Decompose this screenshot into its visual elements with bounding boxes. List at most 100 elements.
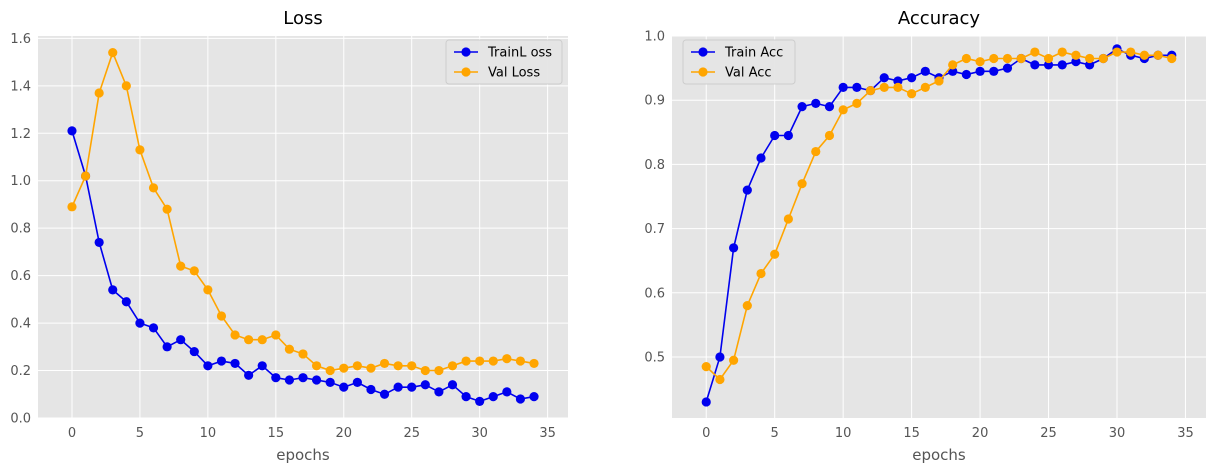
data-point <box>339 382 349 392</box>
plot-area <box>672 36 1206 418</box>
data-point <box>176 335 186 345</box>
data-point <box>1112 47 1122 57</box>
data-point <box>811 146 821 157</box>
data-point <box>80 171 91 181</box>
y-tick-label: 0.7 <box>644 222 665 237</box>
data-point <box>1139 50 1149 60</box>
data-point <box>515 394 526 404</box>
data-point <box>352 377 362 388</box>
data-point <box>729 355 739 365</box>
data-point <box>515 356 526 366</box>
x-tick-label: 30 <box>1109 426 1126 441</box>
data-point <box>1167 53 1177 64</box>
data-point <box>989 53 999 64</box>
y-tick-label: 1.2 <box>10 127 31 142</box>
data-point <box>715 374 725 385</box>
data-point <box>1030 47 1040 57</box>
legend-label: Val Loss <box>488 66 540 81</box>
data-point <box>298 373 308 383</box>
data-point <box>879 73 889 83</box>
legend-marker <box>461 47 471 57</box>
data-point <box>67 126 77 136</box>
data-point <box>339 363 349 373</box>
data-point <box>1030 60 1040 70</box>
y-tick-label: 0.8 <box>10 222 31 237</box>
data-point <box>920 82 930 92</box>
x-tick-label: 20 <box>335 426 352 441</box>
data-point <box>989 66 999 76</box>
data-point <box>1057 60 1067 70</box>
data-point <box>1085 60 1095 70</box>
chart-title: Loss <box>283 8 322 29</box>
legend-box <box>682 39 796 85</box>
x-tick-label: 10 <box>835 426 852 441</box>
x-tick-label: 35 <box>1177 426 1194 441</box>
data-point <box>434 387 444 397</box>
data-point <box>502 354 512 364</box>
data-point <box>230 330 240 340</box>
data-point <box>257 361 267 371</box>
data-point <box>1071 50 1081 60</box>
data-point <box>770 130 780 141</box>
data-point <box>447 361 458 371</box>
chart-panel-1: 0.0 0.2 0.4 0.6 0.8 1.0 1.2 1.4 1.6 0 5 10 15 20 25 30 3… <box>10 8 568 464</box>
data-point <box>325 365 335 376</box>
data-point <box>352 361 362 371</box>
data-point <box>1126 47 1136 57</box>
data-point <box>393 361 403 371</box>
x-tick-label: 5 <box>771 426 779 441</box>
x-tick-label: 0 <box>68 426 76 441</box>
data-point <box>756 268 766 279</box>
data-point <box>824 102 835 112</box>
series-2 <box>67 48 539 376</box>
legend: TrainL oss Val Loss <box>445 39 563 85</box>
data-point <box>407 361 417 371</box>
data-point <box>420 380 430 390</box>
chart-title: Accuracy <box>898 8 981 29</box>
data-point <box>838 82 848 92</box>
legend-label: TrainL oss <box>487 46 552 61</box>
data-point <box>742 185 752 195</box>
y-tick-label: 1.4 <box>10 79 31 94</box>
data-point <box>189 266 199 276</box>
y-tick-label: 0.8 <box>644 158 665 173</box>
data-point <box>715 352 725 362</box>
data-point <box>420 365 430 376</box>
data-point <box>1098 53 1108 64</box>
data-point <box>108 285 118 295</box>
data-point <box>121 81 131 91</box>
data-point <box>135 145 145 155</box>
data-point <box>852 82 862 92</box>
y-tick-label: 1.0 <box>644 30 665 45</box>
data-point <box>1043 60 1054 70</box>
data-point <box>311 361 322 371</box>
data-point <box>1085 53 1095 64</box>
data-point <box>434 365 444 376</box>
data-point <box>934 76 944 86</box>
data-point <box>108 48 118 58</box>
data-point <box>230 358 240 369</box>
data-point <box>379 389 390 399</box>
data-point <box>271 330 281 340</box>
x-axis-label: epochs <box>276 446 330 464</box>
data-point <box>203 285 213 295</box>
data-point <box>824 130 835 141</box>
legend: Train Acc Val Acc <box>682 39 796 85</box>
data-point <box>742 301 752 311</box>
data-point <box>121 297 131 307</box>
data-point <box>1153 50 1163 60</box>
data-point <box>67 202 77 212</box>
data-point <box>271 373 281 383</box>
data-point <box>961 69 971 80</box>
data-point <box>893 82 903 92</box>
y-tick-label: 0.0 <box>10 412 31 427</box>
data-point <box>475 396 485 406</box>
data-point <box>865 85 876 96</box>
data-point <box>529 358 539 369</box>
data-point <box>1002 53 1013 64</box>
data-point <box>311 375 322 385</box>
x-tick-label: 5 <box>136 426 144 441</box>
data-point <box>907 89 917 99</box>
data-point <box>1043 53 1054 64</box>
